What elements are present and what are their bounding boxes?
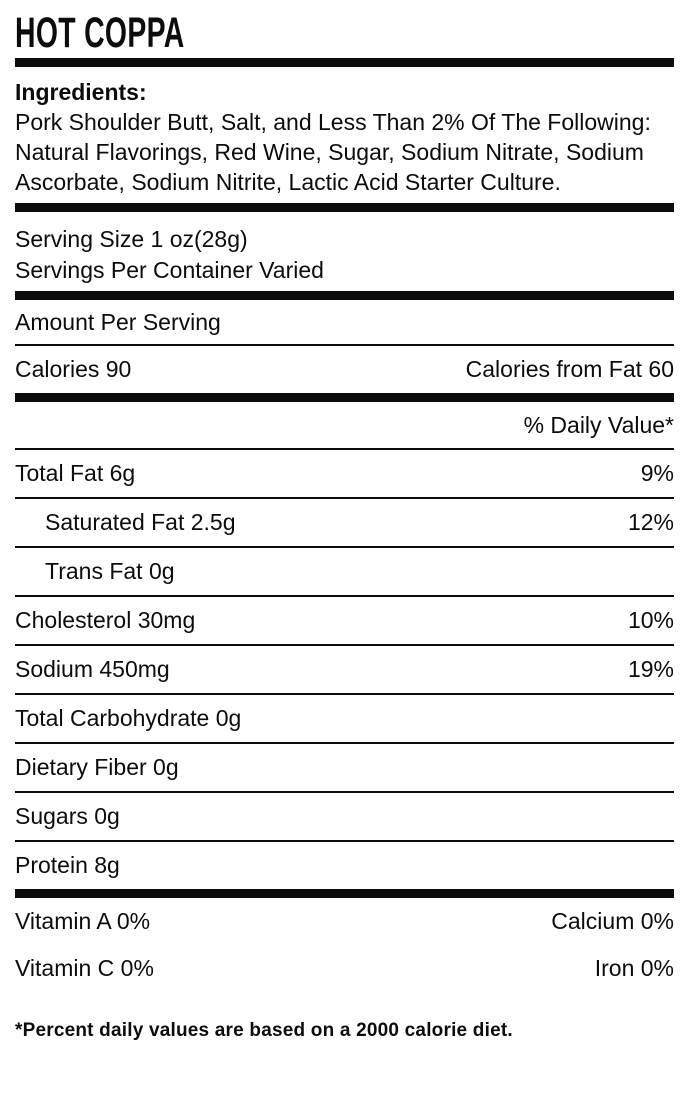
nutrient-row-saturated-fat: Saturated Fat 2.5g 12% (15, 499, 674, 548)
nutrient-row-total-carbohydrate: Total Carbohydrate 0g (15, 695, 674, 744)
thick-rule-top (15, 58, 674, 67)
nutrient-row-trans-fat: Trans Fat 0g (15, 548, 674, 597)
amount-per-serving-label: Amount Per Serving (15, 308, 221, 335)
daily-value-header: % Daily Value* (523, 411, 674, 438)
serving-section: Serving Size 1 oz(28g) Servings Per Cont… (15, 212, 674, 291)
calcium-label: Calcium 0% (551, 908, 674, 934)
nutrition-label: HOT COPPA Ingredients: Pork Shoulder But… (0, 8, 690, 1042)
nutrient-row-protein: Protein 8g (15, 842, 674, 889)
vitamin-row-a-calcium: Vitamin A 0% Calcium 0% (15, 898, 674, 945)
iron-label: Iron 0% (594, 955, 674, 981)
nutrient-row-sodium: Sodium 450mg 19% (15, 646, 674, 695)
nutrient-label: Saturated Fat 2.5g (45, 509, 236, 535)
vitamin-row-c-iron: Vitamin C 0% Iron 0% (15, 945, 674, 992)
nutrient-row-cholesterol: Cholesterol 30mg 10% (15, 597, 674, 646)
serving-size: Serving Size 1 oz(28g) (15, 226, 248, 252)
product-title: HOT COPPA (15, 9, 185, 57)
calories-label: Calories 90 (15, 356, 132, 382)
vitamin-c-label: Vitamin C 0% (15, 955, 154, 981)
nutrient-label: Sodium 450mg (15, 656, 170, 682)
nutrient-dv: 19% (627, 656, 674, 682)
nutrient-row-dietary-fiber: Dietary Fiber 0g (15, 744, 674, 793)
nutrient-label: Trans Fat 0g (45, 558, 175, 584)
ingredients-text: Pork Shoulder Butt, Salt, and Less Than … (15, 109, 651, 195)
nutrient-label: Total Carbohydrate 0g (15, 705, 242, 731)
nutrient-dv: 9% (640, 460, 674, 486)
nutrient-label: Sugars 0g (15, 803, 120, 829)
daily-value-footnote: *Percent daily values are based on a 200… (15, 1020, 513, 1041)
thick-rule-vitamins (15, 889, 674, 898)
amount-per-serving-row: Amount Per Serving (15, 300, 674, 346)
calories-from-fat-label: Calories from Fat 60 (465, 356, 674, 382)
vitamin-a-label: Vitamin A 0% (15, 908, 151, 934)
ingredients-section: Ingredients: Pork Shoulder Butt, Salt, a… (15, 67, 674, 203)
nutrient-label: Dietary Fiber 0g (15, 754, 179, 780)
daily-value-header-row: % Daily Value* (15, 402, 674, 450)
servings-per-container: Servings Per Container Varied (15, 257, 324, 283)
nutrient-row-total-fat: Total Fat 6g 9% (15, 450, 674, 499)
nutrient-dv: 10% (627, 607, 674, 633)
thick-rule-serving (15, 291, 674, 300)
nutrient-label: Cholesterol 30mg (15, 607, 196, 633)
thick-rule-calories (15, 393, 674, 402)
thick-rule-ingredients (15, 203, 674, 212)
nutrient-dv: 12% (627, 509, 674, 535)
nutrient-label: Total Fat 6g (15, 460, 136, 486)
ingredients-heading: Ingredients: (15, 79, 147, 105)
nutrient-row-sugars: Sugars 0g (15, 793, 674, 842)
nutrient-label: Protein 8g (15, 852, 120, 878)
calories-row: Calories 90 Calories from Fat 60 (15, 346, 674, 393)
